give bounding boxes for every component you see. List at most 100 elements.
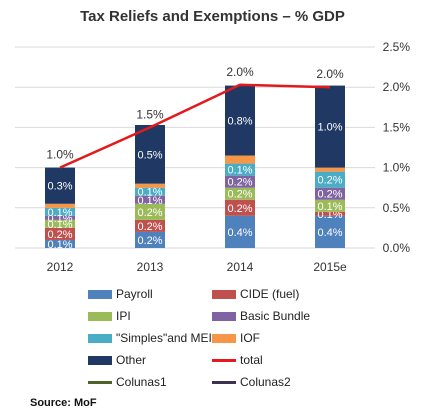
legend-swatch <box>212 311 236 321</box>
data-label: 0.2% <box>317 175 342 187</box>
bar-segment <box>315 199 345 212</box>
bar-segment <box>315 85 345 168</box>
legend-item: IOF <box>212 331 260 345</box>
bar-segment <box>225 199 255 216</box>
legend-swatch <box>88 355 112 365</box>
bar-segment <box>135 219 165 232</box>
bar-segment <box>315 211 345 216</box>
y-tick-label: 0.5% <box>383 201 411 215</box>
legend-label: Payroll <box>116 287 153 301</box>
y-tick-label: 2.0% <box>383 80 411 94</box>
legend-swatch <box>212 358 236 362</box>
legend-item: Colunas1 <box>88 375 167 389</box>
bar-segment <box>45 203 75 208</box>
data-label: 0.8% <box>227 116 252 128</box>
legend-item: CIDE (fuel) <box>212 287 299 301</box>
chart-title: Tax Reliefs and Exemptions – % GDP <box>80 8 345 25</box>
bar-segment <box>315 187 345 200</box>
bar-segment <box>225 163 255 176</box>
bar-segment <box>225 85 255 156</box>
data-label: 0.1% <box>47 239 72 251</box>
bar-segment <box>135 231 165 248</box>
bar-segment <box>45 207 75 216</box>
data-label: 0.1% <box>137 195 162 207</box>
y-tick-label: 1.5% <box>383 120 411 134</box>
data-label: 0.4% <box>317 227 342 239</box>
data-label: 0.1% <box>47 207 72 219</box>
data-label: 0.2% <box>227 177 252 189</box>
data-label: 0.1% <box>47 213 72 225</box>
data-label: 0.1% <box>317 201 342 213</box>
bar-segment <box>135 195 165 204</box>
data-label: 0.2% <box>137 221 162 233</box>
legend-item: Colunas2 <box>212 375 291 389</box>
bar-segment <box>225 155 255 164</box>
data-label: 1.0% <box>317 122 342 134</box>
bar-segment <box>225 215 255 248</box>
source-note: Source: MoF <box>30 397 97 409</box>
data-label: 0.1% <box>137 187 162 199</box>
bar-segment <box>135 183 165 188</box>
legend-item: Other <box>88 353 146 367</box>
legend-item: Basic Bundle <box>212 309 310 323</box>
y-tick-label: 1.0% <box>383 161 411 175</box>
bar-segment <box>45 239 75 248</box>
legend-swatch <box>88 289 112 299</box>
legend-item: total <box>212 353 263 367</box>
legend-label: total <box>240 353 263 367</box>
legend-label: "Simples"and MEI <box>116 331 212 345</box>
data-label: 0.2% <box>317 189 342 201</box>
total-label: 1.0% <box>46 148 74 162</box>
bar-segment <box>45 219 75 228</box>
legend-label: Other <box>116 353 147 367</box>
legend-item: "Simples"and MEI <box>88 331 212 345</box>
data-label: 0.4% <box>227 227 252 239</box>
total-label: 1.5% <box>136 107 164 121</box>
bar-segment <box>45 227 75 240</box>
x-tick-label: 2014 <box>227 260 254 274</box>
legend-swatch <box>212 380 236 384</box>
bar-segment <box>135 203 165 220</box>
data-label: 0.2% <box>137 235 162 247</box>
legend-label: IOF <box>240 331 260 345</box>
chart-plot: 0.0% 0.5% 1.0% 1.5% 2.0% 2.5% 2012 2013 2014 2015… <box>15 40 411 274</box>
data-label: 0.2% <box>47 229 72 241</box>
data-label: 0.2% <box>137 207 162 219</box>
legend-swatch <box>88 311 112 321</box>
legend-label: IPI <box>116 309 131 323</box>
legend-swatch <box>88 380 112 384</box>
bar-segment <box>315 167 345 172</box>
x-tick-label: 2012 <box>47 260 74 274</box>
total-line <box>59 83 331 169</box>
bar-segment <box>225 187 255 200</box>
legend-swatch <box>88 333 112 343</box>
total-label: 2.0% <box>226 65 254 79</box>
bar-segment <box>135 187 165 196</box>
x-tick-label: 2015e <box>313 260 347 274</box>
data-label: 0.5% <box>137 149 162 161</box>
legend-item: IPI <box>88 309 131 323</box>
data-label: 0.1% <box>47 219 72 231</box>
legend-swatch <box>212 289 236 299</box>
legend-label: Basic Bundle <box>240 309 311 323</box>
total-label: 2.0% <box>316 67 344 81</box>
legend-label: CIDE (fuel) <box>240 287 300 301</box>
bar-segment <box>45 167 75 204</box>
data-label: 0.1% <box>317 209 342 221</box>
bar-segment <box>315 215 345 248</box>
legend-item: Payroll <box>88 287 153 301</box>
legend-label: Colunas2 <box>240 375 291 389</box>
bar-segment <box>45 215 75 220</box>
data-label: 0.2% <box>227 189 252 201</box>
y-tick-label: 0.0% <box>383 241 411 255</box>
legend-label: Colunas1 <box>116 375 167 389</box>
x-tick-label: 2013 <box>137 260 164 274</box>
data-label: 0.1% <box>227 165 252 177</box>
data-label: 0.3% <box>47 181 72 193</box>
bar-segment <box>225 175 255 188</box>
y-tick-label: 2.5% <box>383 40 411 54</box>
bar-segment <box>315 171 345 188</box>
data-label: 0.2% <box>227 203 252 215</box>
bar-segment <box>135 124 165 184</box>
legend-swatch <box>212 333 236 343</box>
